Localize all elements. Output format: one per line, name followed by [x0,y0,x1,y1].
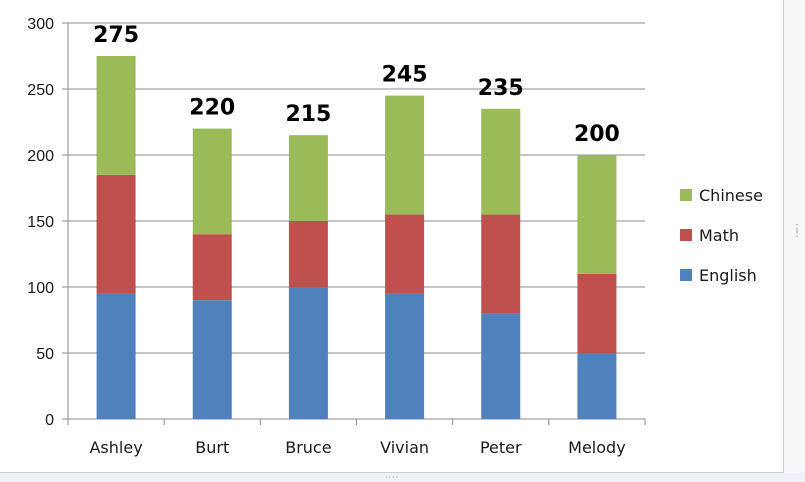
legend-label-math: Math [699,226,739,245]
chart-area[interactable]: 0 50 100 150 200 250 300 275 Ashley 220 Burt 215 Bru… [0,0,784,473]
total-label: 235 [478,76,524,101]
bottom-edge-strip [0,473,805,482]
legend-swatch-chinese [680,189,692,201]
bar-english-ashley [96,293,136,419]
category-label: Peter [480,438,522,457]
category-label: Melody [568,438,626,457]
stacked-bar-chart: 0 50 100 150 200 250 300 275 Ashley 220 Burt 215 Bru… [27,16,763,457]
y-tick-label: 150 [27,214,54,231]
category-label: Ashley [89,438,142,457]
bar-english-peter [481,313,521,419]
bar-chinese-ashley [96,56,136,175]
y-tick-label: 100 [27,280,54,297]
legend-label-english: English [699,266,757,285]
bar-english-vivian [385,293,425,419]
total-label: 215 [285,102,331,127]
y-tick-label: 0 [45,412,54,429]
y-tick-label: 300 [27,16,54,33]
bar-chinese-bruce [288,135,328,221]
right-edge-strip [784,0,805,482]
legend-swatch-english [680,269,692,281]
bar-chinese-melody [577,155,617,274]
category-label: Burt [195,438,229,457]
bar-chinese-vivian [385,95,425,215]
bar-english-burt [192,300,232,419]
legend-swatch-math [680,229,692,241]
bar-math-peter [481,214,521,314]
bar-math-ashley [96,174,136,294]
legend-label-chinese: Chinese [699,186,763,205]
bar-math-bruce [288,221,328,287]
resize-handle-bottom[interactable]: ···· [385,473,400,482]
bar-english-melody [577,353,617,419]
bar-chinese-peter [481,108,521,215]
category-label: Vivian [380,438,429,457]
total-label: 220 [189,96,235,121]
y-tick-label: 250 [27,82,54,99]
resize-handle-right[interactable]: ⋮ ⋮ [792,223,802,239]
bar-chinese-burt [192,128,232,235]
bar-math-melody [577,273,617,353]
bar-math-vivian [385,214,425,294]
total-label: 245 [382,63,428,88]
y-tick-label: 50 [36,346,54,363]
total-label: 200 [574,122,620,147]
bar-math-burt [192,234,232,301]
bar-english-bruce [288,287,328,419]
category-label: Bruce [285,438,331,457]
total-label: 275 [93,23,139,48]
y-tick-label: 200 [27,148,54,165]
